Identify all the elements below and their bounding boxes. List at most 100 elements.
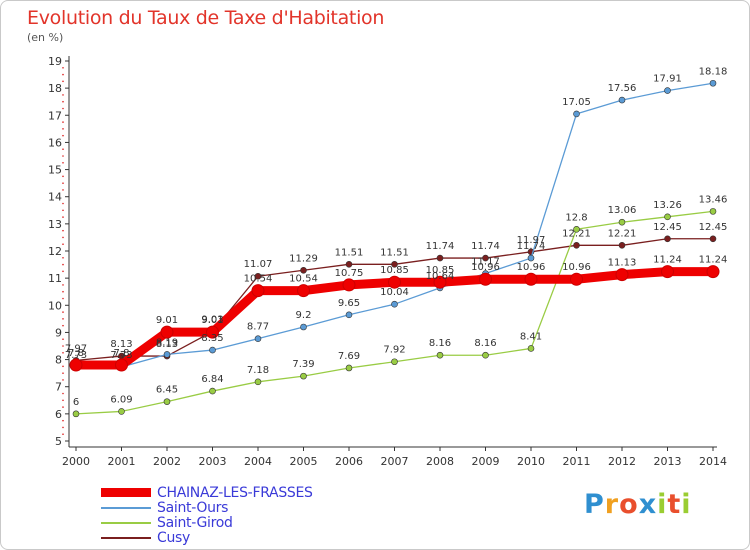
series-point-2 (254, 378, 262, 386)
series-point-3 (482, 254, 489, 262)
data-label: 9.01 (201, 315, 223, 326)
data-label: 8.35 (201, 333, 223, 344)
data-label: 11.51 (335, 247, 364, 258)
series-point-2 (345, 364, 353, 372)
y-minor-dot (62, 270, 64, 273)
y-tick-label: 10 (48, 299, 62, 312)
y-minor-dot (62, 297, 64, 300)
y-minor-dot (62, 175, 64, 178)
y-minor-dot (62, 365, 64, 368)
y-minor-dot (62, 243, 64, 246)
y-minor-dot (62, 80, 64, 83)
series-point-2 (618, 218, 626, 226)
data-label: 7.97 (65, 343, 87, 354)
x-tick-label: 2002 (153, 455, 181, 468)
legend-label: Saint-Ours (157, 499, 229, 516)
y-minor-dot (62, 406, 64, 408)
legend: CHAINAZ-LES-FRASSES Saint-Ours Saint-Girod… (101, 485, 313, 546)
y-minor-dot (62, 263, 64, 266)
data-label: 13.26 (653, 200, 682, 211)
series-point-3 (573, 242, 580, 249)
data-label: 12.8 (565, 212, 587, 223)
chainaz-point (160, 325, 174, 339)
y-minor-dot (62, 155, 64, 157)
y-tick-label: 8 (55, 354, 62, 367)
legend-swatch (101, 521, 151, 524)
y-minor-dot (62, 256, 64, 259)
data-label: 11.97 (517, 235, 546, 246)
legend-label: Cusy (157, 529, 191, 546)
y-tick-label: 18 (48, 82, 62, 95)
data-label: 7.8 (68, 348, 84, 359)
data-label: 6.45 (156, 385, 178, 396)
y-minor-dot (62, 134, 64, 137)
logo-letter: P (584, 489, 605, 520)
y-tick-label: 11 (48, 272, 62, 285)
y-minor-dot (62, 392, 64, 395)
data-label: 11.17 (471, 257, 500, 268)
data-label: 7.69 (338, 351, 360, 362)
data-label: 9.65 (338, 298, 360, 309)
chainaz-point (661, 265, 674, 279)
y-minor-dot (62, 351, 64, 354)
y-minor-dot (62, 66, 64, 69)
y-minor-dot (62, 189, 64, 191)
data-label: 8.16 (429, 338, 451, 349)
chainaz-point (615, 268, 629, 282)
data-label: 6 (73, 397, 79, 408)
y-tick-label: 19 (48, 55, 62, 68)
series-point-3 (391, 260, 398, 268)
x-tick-label: 2014 (699, 455, 727, 468)
chainaz-point (297, 284, 310, 298)
series-point-2 (118, 408, 125, 415)
x-tick-label: 2001 (108, 455, 136, 468)
chainaz-point (206, 325, 219, 339)
data-label: 8.13 (156, 339, 178, 350)
y-minor-dot (62, 94, 64, 96)
series-point-3 (618, 242, 626, 249)
data-label: 13.46 (699, 194, 728, 205)
series-point-2 (573, 225, 580, 233)
y-tick-label: 15 (48, 164, 62, 177)
x-tick-label: 2004 (244, 455, 272, 468)
y-tick-label: 13 (48, 218, 62, 231)
y-minor-dot (62, 290, 64, 293)
data-label: 8.19 (156, 337, 178, 348)
chainaz-point (69, 358, 83, 372)
data-label: 10.54 (289, 274, 318, 285)
y-minor-dot (62, 236, 64, 239)
data-label: 10.85 (380, 265, 409, 276)
series-point-2 (527, 345, 535, 352)
data-label: 10.75 (335, 268, 364, 279)
data-label: 10.96 (517, 262, 546, 273)
series-point-2 (163, 398, 171, 405)
data-label: 10.96 (562, 262, 591, 273)
logo-letter: o (619, 489, 639, 520)
data-label: 17.56 (608, 83, 637, 94)
y-tick-label: 7 (55, 381, 62, 394)
y-minor-dot (62, 372, 64, 374)
series-point-3 (664, 235, 671, 243)
legend-swatch (101, 488, 151, 497)
series-point-1 (209, 346, 216, 354)
legend-item: Saint-Girod (101, 514, 313, 531)
series-point-2 (709, 208, 717, 215)
series-point-1 (573, 110, 580, 118)
logo-letter: i (681, 489, 692, 520)
data-label: 7.8 (114, 348, 130, 359)
y-minor-dot (62, 426, 64, 429)
series-point-1 (618, 96, 626, 104)
series-point-2 (391, 358, 398, 366)
series-point-3 (300, 266, 307, 274)
legend-label: Saint-Girod (157, 514, 233, 531)
y-minor-dot (62, 202, 64, 205)
legend-item: Saint-Ours (101, 499, 313, 516)
series-point-1 (345, 311, 353, 319)
series-point-3 (436, 254, 444, 262)
series-point-2 (72, 410, 80, 418)
y-minor-dot (62, 338, 64, 341)
data-label: 11.24 (653, 255, 682, 266)
series-point-1 (300, 323, 307, 331)
y-minor-dot (62, 209, 64, 212)
